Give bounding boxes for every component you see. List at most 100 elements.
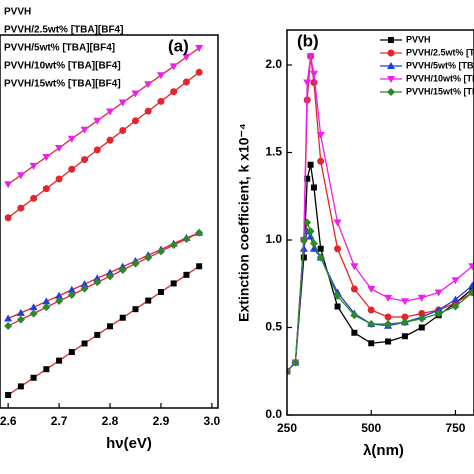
- marker: [351, 329, 358, 336]
- marker: [317, 157, 325, 165]
- marker: [4, 214, 12, 222]
- legend-label: PVVH/10wt% [TBA][BF4]: [406, 73, 474, 83]
- series-line: [287, 164, 473, 372]
- x-tick-label: 500: [361, 421, 381, 435]
- marker: [195, 228, 204, 237]
- marker: [156, 72, 165, 80]
- marker: [387, 49, 395, 57]
- marker: [303, 218, 312, 227]
- x-tick-label: 750: [445, 421, 465, 435]
- marker: [17, 204, 25, 212]
- marker: [350, 285, 358, 293]
- marker: [196, 263, 203, 270]
- marker: [106, 268, 115, 276]
- marker: [144, 107, 152, 115]
- marker: [55, 175, 63, 183]
- marker: [401, 333, 408, 340]
- marker: [106, 108, 115, 116]
- marker: [170, 88, 178, 96]
- marker: [68, 349, 75, 356]
- plot-frame: [286, 29, 474, 416]
- marker: [30, 374, 37, 381]
- marker: [80, 126, 89, 134]
- x-axis-label: hν(eV): [106, 435, 152, 452]
- x-tick-label: 2.8: [102, 414, 119, 428]
- marker: [144, 81, 153, 89]
- marker: [418, 324, 425, 331]
- marker: [317, 245, 324, 252]
- legend-label: PVVH: [406, 34, 431, 44]
- marker: [417, 294, 426, 302]
- y-tick-label: 1.0: [265, 232, 282, 246]
- marker: [434, 289, 443, 297]
- marker: [131, 117, 139, 125]
- marker: [384, 313, 392, 321]
- marker: [118, 99, 127, 107]
- series-line: [287, 229, 473, 372]
- marker: [334, 303, 341, 310]
- marker: [55, 145, 64, 153]
- marker: [67, 135, 76, 143]
- marker: [107, 323, 114, 330]
- marker: [400, 318, 409, 327]
- marker: [384, 320, 393, 328]
- marker: [93, 117, 102, 125]
- marker: [42, 153, 51, 161]
- marker: [55, 296, 64, 305]
- marker: [68, 165, 76, 173]
- marker: [106, 136, 114, 144]
- marker: [291, 358, 300, 367]
- x-tick-label: 2.6: [0, 414, 17, 428]
- marker: [4, 181, 13, 189]
- series-line: [7, 47, 200, 185]
- marker: [385, 338, 392, 345]
- series-line: [7, 265, 200, 396]
- series-line: [287, 220, 473, 372]
- x-tick-label: 3.0: [204, 414, 221, 428]
- marker: [157, 97, 165, 105]
- marker: [468, 288, 474, 297]
- plot: [287, 52, 474, 376]
- marker: [80, 284, 89, 293]
- series-line: [7, 232, 200, 327]
- y-tick-label: 2.0: [265, 57, 282, 71]
- marker: [183, 271, 190, 278]
- plot: [4, 45, 204, 398]
- marker: [401, 313, 409, 321]
- marker: [4, 314, 13, 322]
- marker: [451, 277, 460, 285]
- marker: [307, 161, 314, 168]
- marker: [451, 295, 460, 303]
- marker: [30, 194, 38, 202]
- marker: [350, 311, 359, 320]
- marker: [119, 314, 126, 321]
- x-tick-label: 2.9: [153, 414, 170, 428]
- x-tick-label: 250: [277, 421, 297, 435]
- marker: [157, 288, 164, 295]
- marker: [42, 185, 50, 193]
- marker: [334, 245, 342, 253]
- marker: [316, 132, 325, 139]
- legend-label: PVVH/15wt% [TBA][BF4]: [406, 86, 474, 96]
- marker: [16, 308, 25, 316]
- y-tick-label: 0.0: [265, 407, 282, 421]
- marker: [67, 290, 76, 299]
- series-line: [7, 232, 200, 320]
- marker: [367, 306, 375, 314]
- marker: [182, 78, 190, 86]
- marker: [309, 239, 318, 248]
- legend-label: PVVH/2.5wt% [TBA][BF4]: [406, 47, 474, 57]
- marker: [131, 90, 140, 98]
- marker: [80, 280, 89, 288]
- marker: [387, 88, 395, 96]
- marker: [169, 240, 178, 249]
- chart-title: (a): [168, 36, 189, 55]
- marker: [106, 272, 115, 281]
- marker: [144, 253, 153, 262]
- marker: [451, 302, 460, 311]
- marker: [29, 162, 38, 170]
- y-tick-label: 0.5: [265, 320, 282, 334]
- series-line: [7, 71, 200, 219]
- marker: [417, 314, 426, 323]
